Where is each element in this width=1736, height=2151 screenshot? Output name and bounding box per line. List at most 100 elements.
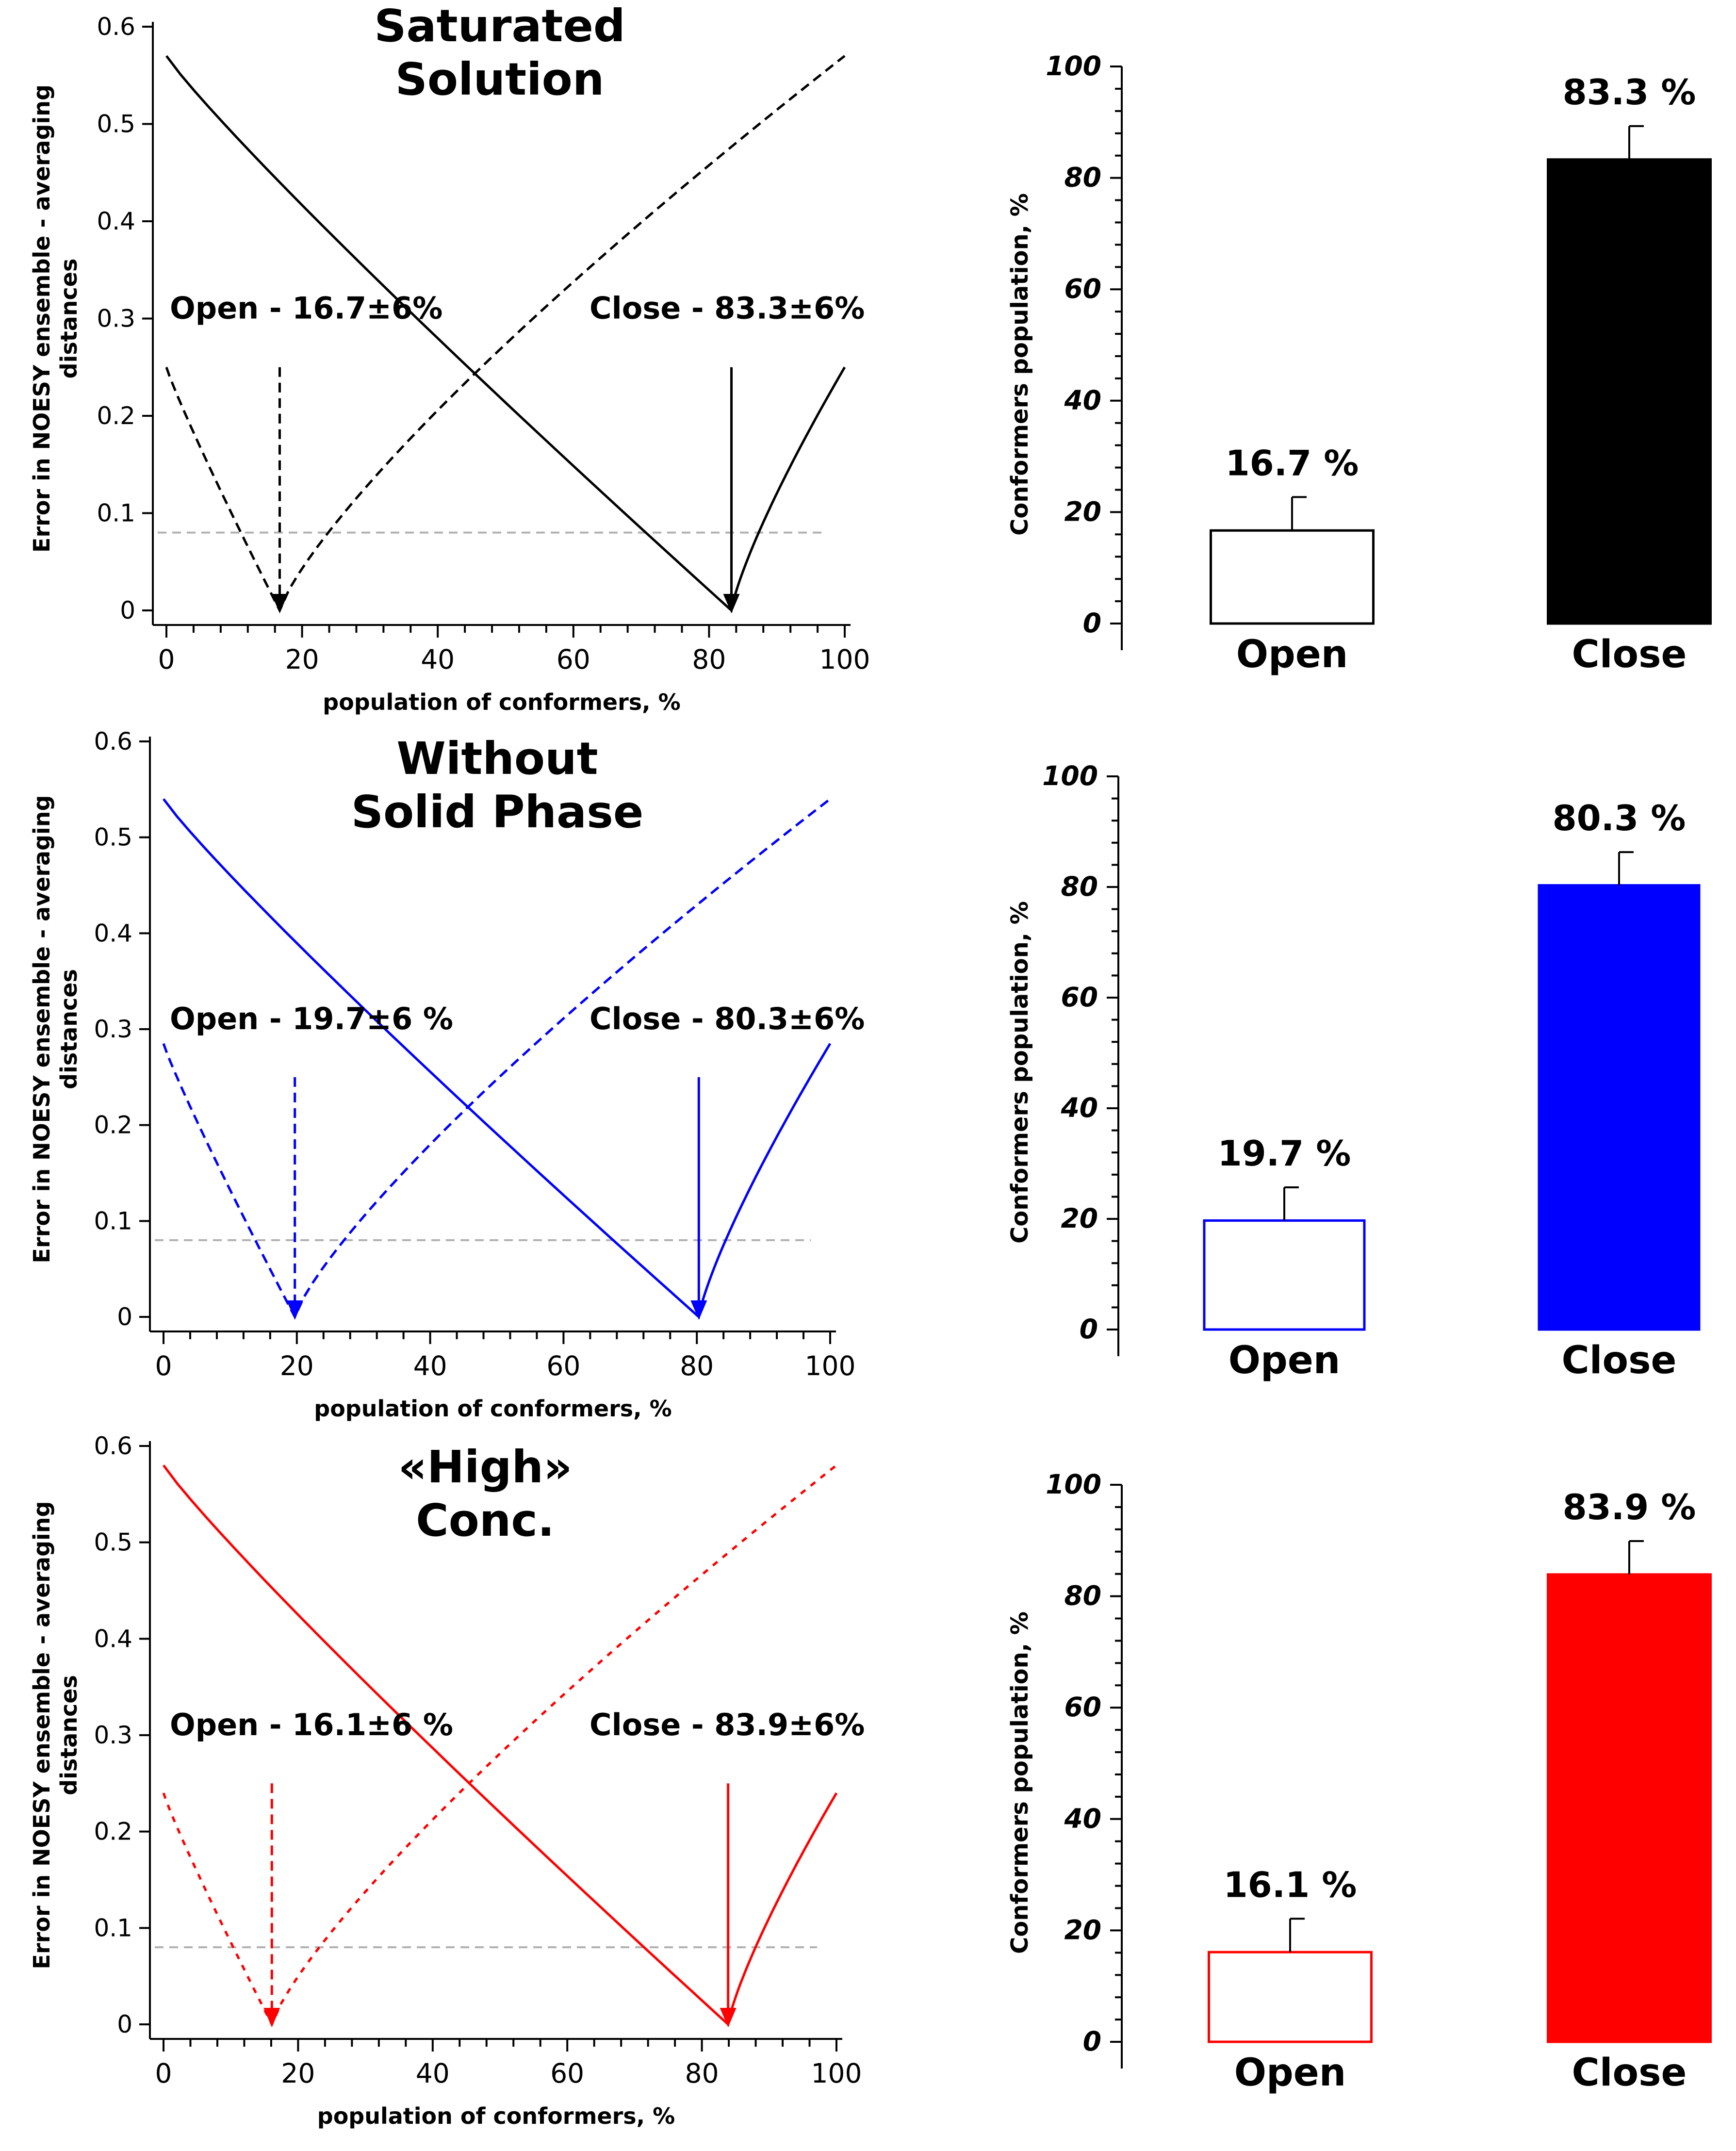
y-tick-label: 0.6 — [94, 727, 132, 755]
y-tick-label: 0.5 — [97, 110, 135, 138]
bar-y-tick-label: 40 — [1064, 1803, 1101, 1834]
bar-y-tick-label: 100 — [1042, 760, 1098, 791]
bar-y-tick-label: 100 — [1046, 1469, 1101, 1500]
y-tick-label: 0.5 — [94, 1528, 132, 1557]
bar-y-tick-label: 20 — [1061, 1203, 1098, 1234]
x-tick-label: 60 — [557, 644, 590, 675]
bar-y-axis-title: Conformers population, % — [1006, 901, 1033, 1244]
y-tick-label: 0.6 — [94, 1432, 132, 1460]
bar-y-tick-label: 60 — [1064, 273, 1101, 304]
close-marker-label: Close - 80.3±6% — [590, 1001, 865, 1036]
y-tick-label: 0.5 — [94, 823, 132, 852]
close-marker-arrowhead — [723, 594, 740, 613]
x-tick-label: 40 — [421, 644, 455, 675]
close-bar — [1547, 1573, 1712, 2043]
series-close-curve — [163, 1464, 838, 2027]
x-tick-label: 60 — [546, 1350, 580, 1381]
open-marker-arrowhead — [271, 594, 288, 613]
bar-y-tick-label: 80 — [1061, 871, 1098, 902]
bar-y-tick-label: 0 — [1083, 2026, 1101, 2057]
y-tick-label: 0.2 — [94, 1818, 132, 1846]
y-axis-title-line-2: distances — [56, 969, 82, 1089]
y-tick-label: 0.4 — [94, 1625, 132, 1653]
series-open-curve — [162, 1464, 837, 2027]
open-value-label: 16.7 % — [1226, 443, 1359, 483]
x-tick-label: 100 — [811, 2058, 862, 2089]
bar-y-tick-label: 40 — [1064, 385, 1101, 416]
x-tick-label: 100 — [805, 1350, 856, 1381]
panel-title-line-1: «High» — [398, 1441, 573, 1493]
bar-y-tick-label: 0 — [1083, 608, 1101, 639]
series-close-curve — [163, 798, 832, 1319]
y-axis-title-line-2: distances — [56, 1675, 82, 1795]
close-value-label: 83.9 % — [1563, 1487, 1696, 1527]
close-category-label: Close — [1572, 633, 1687, 676]
bar-y-tick-label: 60 — [1061, 982, 1098, 1013]
close-marker-arrowhead — [720, 2008, 737, 2027]
bar-y-tick-label: 80 — [1064, 1580, 1101, 1611]
open-bar — [1203, 1219, 1366, 1331]
y-tick-label: 0 — [120, 596, 135, 624]
series-open-curve — [165, 55, 846, 613]
bar-y-tick-label: 20 — [1064, 1914, 1101, 1945]
open-bar — [1208, 1951, 1373, 2043]
close-value-label: 80.3 % — [1553, 798, 1686, 838]
bar-y-tick-label: 20 — [1064, 496, 1101, 527]
open-value-label: 19.7 % — [1218, 1133, 1351, 1174]
bar-y-tick-label: 60 — [1064, 1691, 1101, 1723]
bar-y-axis-title: Conformers population, % — [1006, 193, 1033, 536]
series-close-curve — [165, 55, 846, 613]
bar-y-axis-title: Conformers population, % — [1006, 1611, 1033, 1954]
close-bar — [1538, 884, 1701, 1331]
x-axis-title: population of conformers, % — [323, 689, 680, 715]
y-tick-label: 0.1 — [94, 1914, 132, 1942]
y-axis-title-line-1: Error in NOESY ensemble - averaging — [29, 1501, 55, 1970]
open-marker-arrowhead — [286, 1300, 303, 1320]
panel-title-line-2: Conc. — [416, 1494, 555, 1546]
x-tick-label: 20 — [285, 644, 319, 675]
y-tick-label: 0.1 — [97, 499, 135, 527]
y-tick-label: 0.3 — [94, 1015, 132, 1043]
x-axis-title: population of conformers, % — [314, 1396, 671, 1422]
bar-y-tick-label: 80 — [1064, 162, 1101, 193]
y-tick-label: 0.6 — [97, 13, 135, 41]
y-tick-label: 0.1 — [94, 1207, 132, 1235]
y-axis-title-line-1: Error in NOESY ensemble - averaging — [29, 84, 55, 553]
open-bar — [1210, 529, 1375, 625]
open-category-label: Open — [1234, 2051, 1346, 2095]
y-tick-label: 0.3 — [97, 305, 135, 333]
y-axis-title-line-2: distances — [56, 259, 82, 379]
y-tick-label: 0 — [117, 2010, 132, 2038]
open-marker-label: Open - 19.7±6 % — [170, 1001, 453, 1036]
close-marker-label: Close - 83.9±6% — [590, 1707, 865, 1742]
x-tick-label: 20 — [281, 2058, 315, 2089]
panel-title-line-2: Solid Phase — [351, 786, 644, 838]
x-tick-label: 20 — [280, 1350, 314, 1381]
x-tick-label: 80 — [680, 1350, 714, 1381]
x-tick-label: 80 — [692, 644, 726, 675]
x-tick-label: 100 — [819, 644, 870, 675]
panel-title-line-1: Saturated — [374, 0, 625, 52]
open-value-label: 16.1 % — [1224, 1864, 1357, 1905]
y-tick-label: 0.2 — [97, 402, 135, 430]
open-marker-arrowhead — [263, 2008, 280, 2027]
open-category-label: Open — [1236, 633, 1348, 676]
bar-y-tick-label: 40 — [1060, 1092, 1098, 1123]
open-marker-label: Open - 16.1±6 % — [170, 1707, 453, 1742]
x-tick-label: 0 — [155, 2058, 172, 2089]
y-tick-label: 0.2 — [94, 1111, 132, 1139]
x-tick-label: 40 — [416, 2058, 450, 2089]
y-tick-label: 0 — [117, 1303, 132, 1331]
bar-y-tick-label: 0 — [1080, 1314, 1098, 1345]
y-axis-title-line-1: Error in NOESY ensemble - averaging — [29, 795, 55, 1264]
series-open-curve — [162, 798, 831, 1320]
close-marker-arrowhead — [690, 1300, 707, 1320]
x-axis-title: population of conformers, % — [317, 2103, 675, 2129]
close-value-label: 83.3 % — [1563, 72, 1696, 113]
x-tick-label: 0 — [155, 1350, 172, 1381]
y-tick-label: 0.4 — [94, 919, 132, 947]
bar-y-tick-label: 100 — [1046, 50, 1101, 82]
x-tick-label: 0 — [158, 644, 175, 675]
y-tick-label: 0.4 — [97, 207, 135, 235]
